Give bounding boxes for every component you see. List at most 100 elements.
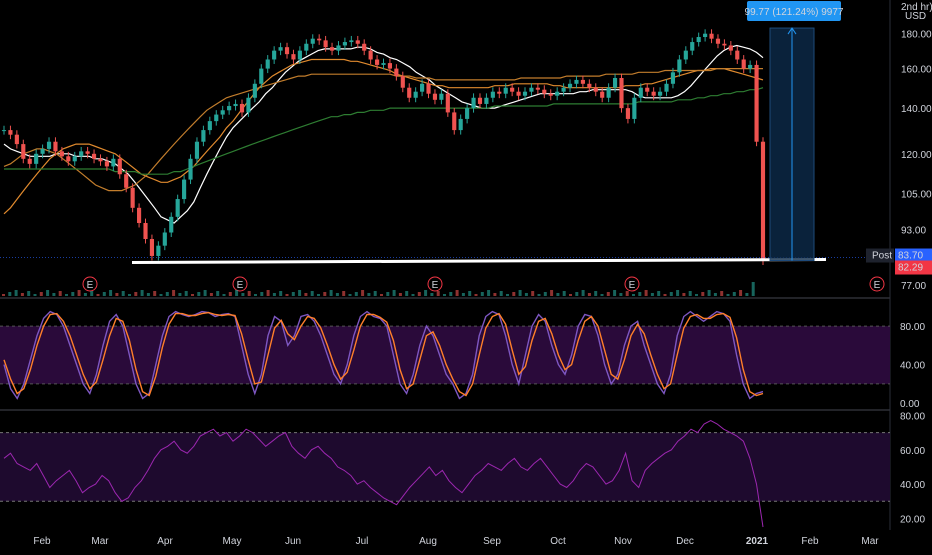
volume-bar (619, 293, 623, 296)
volume-bar (569, 294, 572, 296)
volume-bar (83, 293, 87, 296)
time-axis-label: Sep (483, 536, 501, 547)
candle (259, 68, 264, 84)
candle (490, 91, 495, 98)
candle (98, 158, 103, 162)
candle (715, 38, 721, 44)
volume-bar (524, 293, 528, 296)
candle (104, 161, 109, 167)
volume-bar (354, 292, 358, 296)
candle (182, 179, 187, 200)
volume-bar (537, 294, 541, 296)
axis-top-label: 2nd hr) (901, 2, 932, 13)
candle (162, 232, 167, 246)
rsi-axis-label: 20.00 (900, 514, 925, 525)
candle (561, 87, 566, 92)
candle (297, 50, 302, 60)
candle (542, 89, 547, 94)
candle (329, 47, 335, 51)
volume-bar (367, 293, 371, 296)
volume-bar (317, 294, 320, 296)
volume-bar (726, 294, 730, 296)
sma-long-line (3, 67, 763, 192)
volume-bar (65, 294, 68, 296)
volume-bar (247, 291, 251, 296)
volume-bar (241, 293, 245, 296)
measure-arrow-head (787, 27, 797, 35)
stoch-axis-label: 80.00 (900, 322, 925, 333)
volume-bar (575, 292, 579, 296)
candle (728, 45, 733, 51)
volume-bar (751, 282, 755, 296)
candle (580, 79, 585, 84)
candle (239, 103, 245, 113)
volume-bar (310, 291, 314, 296)
candle (420, 83, 425, 92)
candle (14, 134, 19, 145)
volume-bar (468, 291, 472, 296)
candle (72, 156, 77, 162)
volume-bar (392, 290, 396, 296)
earnings-marker-label: E (874, 280, 881, 291)
volume-bar (8, 292, 12, 296)
candle (188, 158, 193, 180)
volume-bar (600, 294, 604, 296)
candle (445, 93, 450, 113)
price-axis-label: 160.00 (901, 65, 932, 76)
candle (272, 50, 277, 60)
volume-bar (638, 292, 642, 296)
candle (130, 187, 135, 208)
volume-bar (14, 290, 18, 296)
volume-bar (449, 292, 453, 296)
candle (741, 59, 746, 69)
volume-bar (335, 293, 339, 296)
candle (503, 87, 508, 94)
candle (194, 141, 200, 159)
volume-bar (209, 293, 213, 296)
candle (143, 223, 148, 240)
volume-bar (461, 293, 465, 296)
candle (362, 43, 367, 51)
price-tag-box (895, 248, 932, 263)
volume-bar (430, 293, 434, 296)
candle (670, 72, 676, 84)
candle (535, 87, 540, 90)
volume-bar (184, 291, 188, 296)
measure-label-box (747, 1, 841, 21)
volume-bar (531, 291, 535, 296)
time-axis-label: Aug (419, 536, 437, 547)
candle (510, 87, 515, 92)
volume-bar (348, 294, 352, 296)
volume-bar (33, 294, 37, 296)
candle (748, 64, 753, 69)
time-axis-label: Apr (157, 536, 173, 547)
volume-bar (329, 290, 333, 296)
candle (522, 91, 528, 96)
candle (34, 153, 39, 164)
volume-bar (663, 294, 667, 296)
candle (53, 141, 58, 152)
volume-bar (77, 290, 81, 296)
volume-bar (342, 291, 346, 296)
earnings-marker (427, 276, 443, 292)
volume-bar (102, 292, 106, 296)
stoch-k-line (3, 310, 764, 400)
candle (606, 87, 611, 98)
time-axis-label: Nov (614, 536, 632, 547)
volume-bar (235, 290, 239, 296)
volume-bar (512, 292, 516, 296)
candle (567, 83, 573, 88)
candle (413, 91, 418, 98)
volume-bar (739, 290, 743, 296)
time-axis-label: Mar (861, 536, 879, 547)
candle (336, 45, 341, 51)
volume-bar (417, 292, 421, 296)
candle (66, 156, 71, 162)
volume-bar (159, 294, 163, 296)
candle (246, 97, 251, 113)
volume-bar (581, 290, 585, 296)
rsi-line (3, 420, 764, 528)
candle (754, 64, 759, 142)
